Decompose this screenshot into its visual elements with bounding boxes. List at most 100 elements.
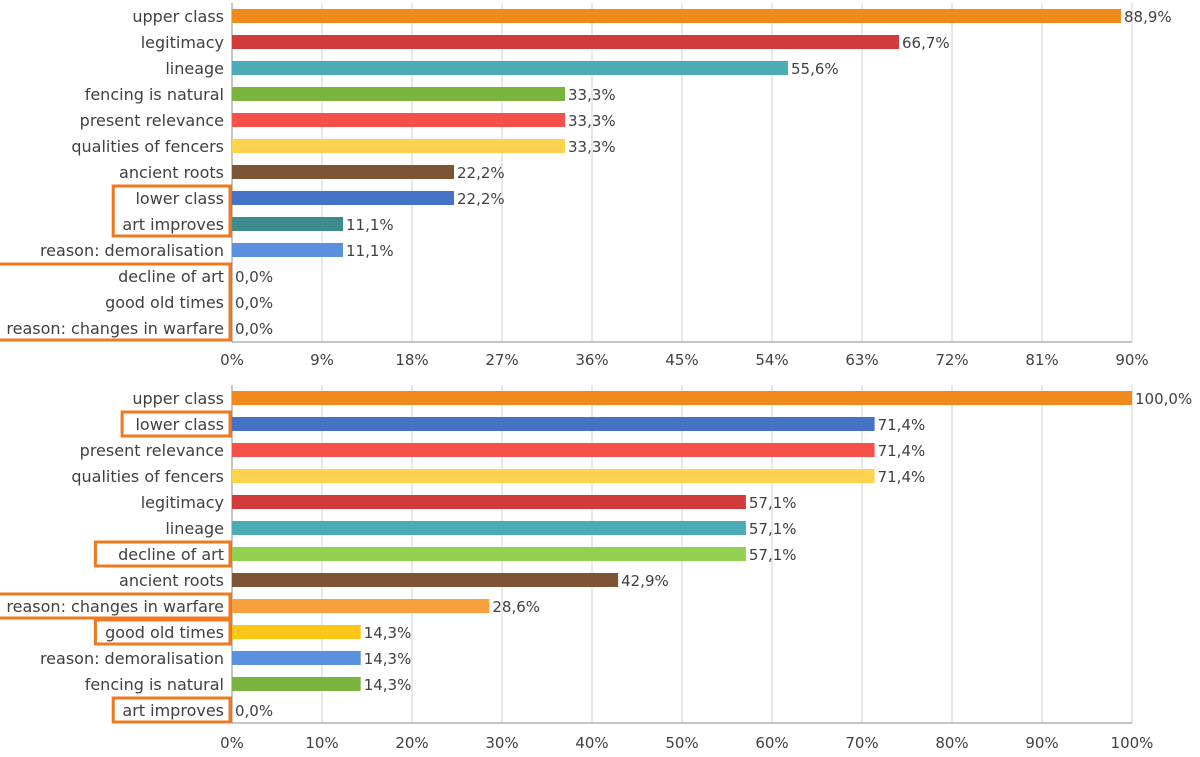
data-label-art-improves: 11,1% (346, 216, 394, 234)
data-label-fencing-is-natural: 14,3% (364, 676, 412, 694)
x-tick-label: 0% (220, 734, 244, 752)
data-label-legitimacy: 57,1% (749, 494, 797, 512)
data-label-reason-changes-in-warfare: 0,0% (235, 320, 273, 338)
bar-lineage (232, 521, 746, 535)
data-label-present-relevance: 33,3% (568, 112, 616, 130)
data-label-decline-of-art: 0,0% (235, 268, 273, 286)
x-tick-label: 63% (845, 351, 878, 369)
category-label-present-relevance: present relevance (80, 441, 224, 460)
bar-reason-changes-in-warfare (232, 599, 490, 613)
bar-qualities-of-fencers (232, 469, 875, 483)
category-label-lineage: lineage (165, 59, 224, 78)
data-label-upper-class: 88,9% (1124, 8, 1172, 26)
data-label-lower-class: 71,4% (878, 416, 926, 434)
x-tick-label: 10% (305, 734, 338, 752)
bar-upper-class (232, 9, 1121, 23)
bar-art-improves (232, 217, 343, 231)
category-label-upper-class: upper class (132, 7, 224, 26)
x-tick-label: 9% (310, 351, 334, 369)
bar-ancient-roots (232, 165, 454, 179)
x-tick-label: 0% (220, 351, 244, 369)
data-label-qualities-of-fencers: 71,4% (878, 468, 926, 486)
highlight-box (111, 696, 232, 724)
data-label-decline-of-art: 57,1% (749, 546, 797, 564)
x-tick-label: 90% (1115, 351, 1148, 369)
category-label-upper-class: upper class (132, 389, 224, 408)
bar-lower-class (232, 417, 875, 431)
category-label-reason-changes-in-warfare: reason: changes in warfare (6, 597, 224, 616)
x-tick-label: 20% (395, 734, 428, 752)
data-label-reason-demoralisation: 14,3% (364, 650, 412, 668)
highlight-box (0, 262, 232, 342)
bar-decline-of-art (232, 547, 746, 561)
category-label-qualities-of-fencers: qualities of fencers (71, 137, 224, 156)
x-tick-label: 27% (485, 351, 518, 369)
x-tick-label: 36% (575, 351, 608, 369)
category-label-lineage: lineage (165, 519, 224, 538)
bar-fencing-is-natural (232, 677, 361, 691)
category-label-legitimacy: legitimacy (141, 33, 224, 52)
data-label-good-old-times: 0,0% (235, 294, 273, 312)
category-label-art-improves: art improves (122, 701, 224, 720)
data-label-legitimacy: 66,7% (902, 34, 950, 52)
data-label-lineage: 57,1% (749, 520, 797, 538)
bar-lineage (232, 61, 788, 75)
data-label-lower-class: 22,2% (457, 190, 505, 208)
highlight-box (0, 592, 232, 620)
x-tick-label: 60% (755, 734, 788, 752)
bar-legitimacy (232, 35, 899, 49)
bar-present-relevance (232, 113, 565, 127)
bar-good-old-times (232, 625, 361, 639)
data-label-qualities-of-fencers: 33,3% (568, 138, 616, 156)
highlight-box (93, 540, 232, 568)
x-tick-label: 45% (665, 351, 698, 369)
category-label-art-improves: art improves (122, 215, 224, 234)
x-tick-label: 90% (1025, 734, 1058, 752)
category-label-lower-class: lower class (135, 415, 224, 434)
category-label-ancient-roots: ancient roots (119, 571, 224, 590)
bar-legitimacy (232, 495, 746, 509)
x-tick-label: 70% (845, 734, 878, 752)
category-label-present-relevance: present relevance (80, 111, 224, 130)
x-tick-label: 100% (1111, 734, 1154, 752)
data-label-reason-changes-in-warfare: 28,6% (492, 598, 540, 616)
category-label-legitimacy: legitimacy (141, 493, 224, 512)
highlight-box (93, 618, 232, 646)
bar-lower-class (232, 191, 454, 205)
data-label-fencing-is-natural: 33,3% (568, 86, 616, 104)
x-tick-label: 18% (395, 351, 428, 369)
category-label-fencing-is-natural: fencing is natural (85, 675, 224, 694)
top-bar-chart: 0% 9% 18% 27% 36% 45% 54% 63% 72% 81% 90% upper cla… (0, 3, 1172, 369)
category-label-fencing-is-natural: fencing is natural (85, 85, 224, 104)
bar-reason-demoralisation (232, 651, 361, 665)
category-label-decline-of-art: decline of art (118, 545, 224, 564)
x-tick-label: 50% (665, 734, 698, 752)
data-label-lineage: 55,6% (791, 60, 839, 78)
data-label-reason-demoralisation: 11,1% (346, 242, 394, 260)
category-label-lower-class: lower class (135, 189, 224, 208)
bar-ancient-roots (232, 573, 619, 587)
data-label-art-improves: 0,0% (235, 702, 273, 720)
x-tick-label: 80% (935, 734, 968, 752)
category-label-ancient-roots: ancient roots (119, 163, 224, 182)
data-label-upper-class: 100,0% (1135, 390, 1192, 408)
category-label-reason-demoralisation: reason: demoralisation (40, 241, 224, 260)
x-tick-label: 72% (935, 351, 968, 369)
x-tick-label: 81% (1025, 351, 1058, 369)
data-label-ancient-roots: 22,2% (457, 164, 505, 182)
data-label-ancient-roots: 42,9% (621, 572, 669, 590)
category-label-good-old-times: good old times (105, 293, 224, 312)
bar-reason-demoralisation (232, 243, 343, 257)
x-tick-label: 40% (575, 734, 608, 752)
category-label-good-old-times: good old times (105, 623, 224, 642)
category-label-qualities-of-fencers: qualities of fencers (71, 467, 224, 486)
highlight-box (111, 184, 232, 238)
category-label-reason-demoralisation: reason: demoralisation (40, 649, 224, 668)
category-label-reason-changes-in-warfare: reason: changes in warfare (6, 319, 224, 338)
data-label-present-relevance: 71,4% (878, 442, 926, 460)
bar-qualities-of-fencers (232, 139, 565, 153)
x-tick-label: 30% (485, 734, 518, 752)
category-label-decline-of-art: decline of art (118, 267, 224, 286)
highlight-box (120, 410, 232, 438)
